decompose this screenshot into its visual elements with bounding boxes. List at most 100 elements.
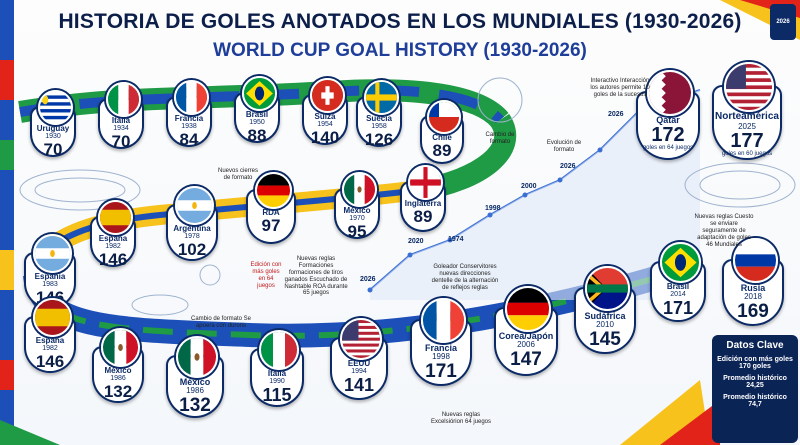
brazil-flag-icon [242, 76, 277, 111]
goal-count: 147 [510, 348, 542, 370]
host-name: Italia [267, 369, 287, 378]
argentina-flag-icon [175, 186, 214, 225]
edition-pin: Argentina 1978 102 [166, 186, 222, 262]
goal-count: 172 [651, 124, 685, 147]
host-name: EEUU [347, 359, 371, 368]
edition-pin: Rusia 2018 169 [722, 238, 788, 328]
goal-count: 70 [43, 139, 63, 159]
host-name: México [179, 377, 211, 387]
goal-count: 89 [413, 207, 433, 227]
edition-pin: Brasil 2014 171 [650, 242, 710, 323]
goal-count: 145 [589, 328, 621, 350]
key-fact-1-label: Edición con más goles [717, 356, 793, 363]
goal-count: 132 [103, 381, 133, 401]
host-year: 1990 [269, 378, 285, 386]
uruguay-flag-icon [38, 90, 73, 125]
edition-pin: Corea/Japón 2006 147 [494, 286, 562, 378]
goal-subtext: goles en 64 juegos [642, 145, 694, 152]
goal-count: 126 [364, 129, 394, 149]
key-fact-3-label: Promedio histórico [723, 394, 787, 401]
brazil-flag-icon [660, 242, 701, 283]
edition-pin: México 1986 132 [92, 328, 148, 404]
sweden-flag-icon [364, 80, 399, 115]
note-nuevos-cierres: Nuevos cierres de formato [218, 168, 259, 181]
goal-count: 141 [343, 374, 375, 395]
note-cambio-formato: Cambio de formato [485, 132, 515, 145]
russia-flag-icon [733, 238, 778, 283]
host-year: 1954 [317, 121, 333, 129]
key-fact-2-label: Promedio histórico [723, 375, 787, 382]
host-year: 1970 [349, 215, 365, 223]
host-year: 2006 [517, 340, 535, 350]
host-year: 1934 [113, 125, 129, 133]
host-name: Qatar [656, 115, 680, 125]
key-facts-box: Datos Clave Edición con más goles 170 go… [712, 335, 798, 443]
host-year: 1982 [42, 345, 58, 353]
host-name: Sudáfrica [584, 311, 626, 321]
world-cup-logo: 2026 [770, 4, 796, 40]
edition-pin: Norteamérica 2025 177 goles en 60 juegos [712, 62, 786, 162]
host-name: Corea/Japón [498, 331, 554, 341]
goal-count: 84 [179, 129, 199, 149]
france-flag-icon [421, 298, 466, 343]
graph-year-label: 2026 [560, 163, 576, 170]
note-edicion-red: Edición con más goles en 64 juegos [250, 262, 282, 289]
graph-year-label: 2000 [521, 183, 537, 190]
argentina-flag-icon [33, 234, 72, 273]
host-year: 1950 [249, 119, 265, 127]
note-goleador: Goleador Conservitores nuevas direccione… [431, 264, 499, 291]
graph-year-label: 1974 [448, 236, 464, 243]
goal-count: 169 [737, 300, 769, 322]
edition-pin: RDA 97 [246, 172, 300, 245]
host-year: 2025 [738, 121, 756, 131]
edition-pin: México 1970 95 [334, 172, 384, 240]
host-name: Inglaterra [404, 199, 442, 208]
host-year: 1930 [45, 133, 61, 141]
host-year: 2010 [596, 320, 614, 330]
goal-count: 70 [111, 131, 131, 151]
germany-flag-icon [255, 172, 292, 209]
host-year: 1983 [42, 281, 58, 289]
england-flag-icon [408, 165, 443, 200]
note-evolucion: Evolución de formato [546, 140, 582, 153]
note-nuevas-reglas-bottom: Nuevas reglas Excelsiórion 64 juegos [430, 412, 492, 425]
chile-flag-icon [427, 100, 461, 134]
goal-count: 88 [247, 125, 267, 145]
host-year: 2018 [744, 292, 762, 302]
host-name: Suiza [314, 112, 336, 121]
goal-count: 89 [432, 141, 452, 161]
graph-year-label: 2026 [608, 111, 624, 118]
key-facts-title: Datos Clave [726, 340, 784, 351]
key-fact-2-value: 24,25 [746, 382, 764, 389]
edition-pin: Suecia 1958 126 [356, 80, 406, 148]
edition-pin: Sudáfrica 2010 145 [574, 266, 640, 356]
edition-pin: Qatar 172 goles en 64 juegos [636, 70, 704, 162]
key-fact-1-value: 170 goles [739, 363, 771, 370]
host-name: Espania [34, 272, 66, 281]
mexico-flag-icon [176, 336, 218, 378]
host-name: RDA [262, 208, 280, 217]
logo-text: 2026 [776, 19, 790, 25]
host-name: España [35, 336, 65, 345]
edition-pin: Italia 1934 70 [98, 82, 148, 150]
note-nuevas-reglas-left: Nuevas reglas Formaciones formaciones de… [284, 256, 348, 297]
host-name: Suecia [366, 114, 392, 123]
page-title: HISTORIA DE GOLES ANOTADOS EN LOS MUNDIA… [58, 10, 742, 33]
host-year: 1986 [186, 386, 204, 396]
usa-flag-icon [340, 318, 382, 360]
mexico-flag-icon [342, 172, 377, 207]
goal-subtext: goles en 60 juegos [721, 150, 773, 157]
host-name: México [343, 206, 371, 215]
host-year: 2014 [670, 291, 686, 299]
goal-count: 97 [261, 216, 281, 236]
host-year: 1958 [371, 123, 387, 131]
edition-pin: Brasil 1950 88 [234, 76, 284, 144]
host-name: Italia [111, 116, 131, 125]
note-interactive: Interactivo Interacción los autores perm… [590, 78, 650, 98]
edition-pin: Suiza 1954 140 [302, 78, 352, 146]
edition-pin: México 1986 132 [166, 336, 228, 420]
goal-count: 95 [347, 221, 367, 241]
host-name: Francia [424, 343, 457, 353]
usa-flag-icon [724, 62, 774, 112]
